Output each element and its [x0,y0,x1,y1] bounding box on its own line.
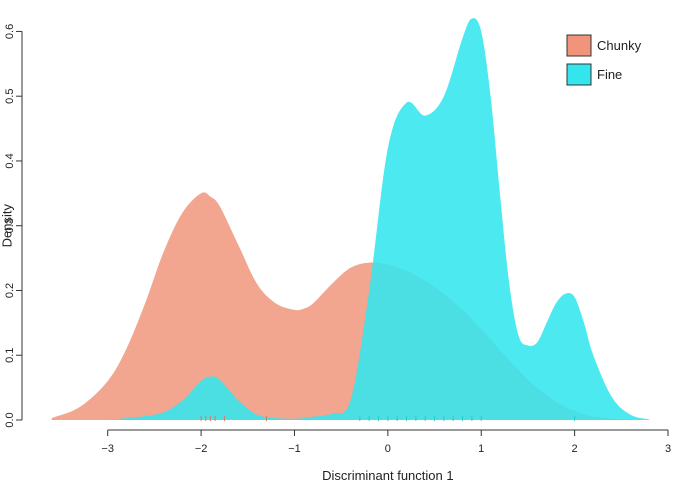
x-tick-label: 1 [478,443,484,455]
y-tick-label: 0.0 [4,412,16,427]
x-tick-label: −1 [288,443,301,455]
y-axis-ticks: 0.0 0.1 0.2 0.3 0.4 0.5 0.6 [4,24,22,428]
legend-label-fine: Fine [597,67,622,82]
y-tick-label: 0.2 [4,283,16,298]
y-tick-label: 0.1 [4,348,16,363]
x-tick-label: −3 [101,443,114,455]
y-tick-label: 0.4 [4,153,16,168]
y-tick-label: 0.5 [4,89,16,104]
rug-marks [200,416,576,421]
x-tick-label: 0 [385,443,391,455]
y-axis-title: Density [0,204,14,248]
plot-area [51,18,650,421]
y-tick-label: 0.6 [4,24,16,39]
x-axis-ticks: −3 −2 −1 0 1 2 3 [101,430,671,455]
legend: Chunky Fine [566,34,642,86]
legend-swatch-chunky [566,34,592,57]
x-tick-label: 2 [572,443,578,455]
legend-swatch-fine [566,63,592,86]
x-axis-title: Discriminant function 1 [322,468,454,483]
legend-label-chunky: Chunky [597,38,642,53]
density-area-fine [51,18,650,421]
y-tick-label: 0.3 [4,218,16,233]
x-tick-label: 3 [665,443,671,455]
x-tick-label: −2 [195,443,208,455]
